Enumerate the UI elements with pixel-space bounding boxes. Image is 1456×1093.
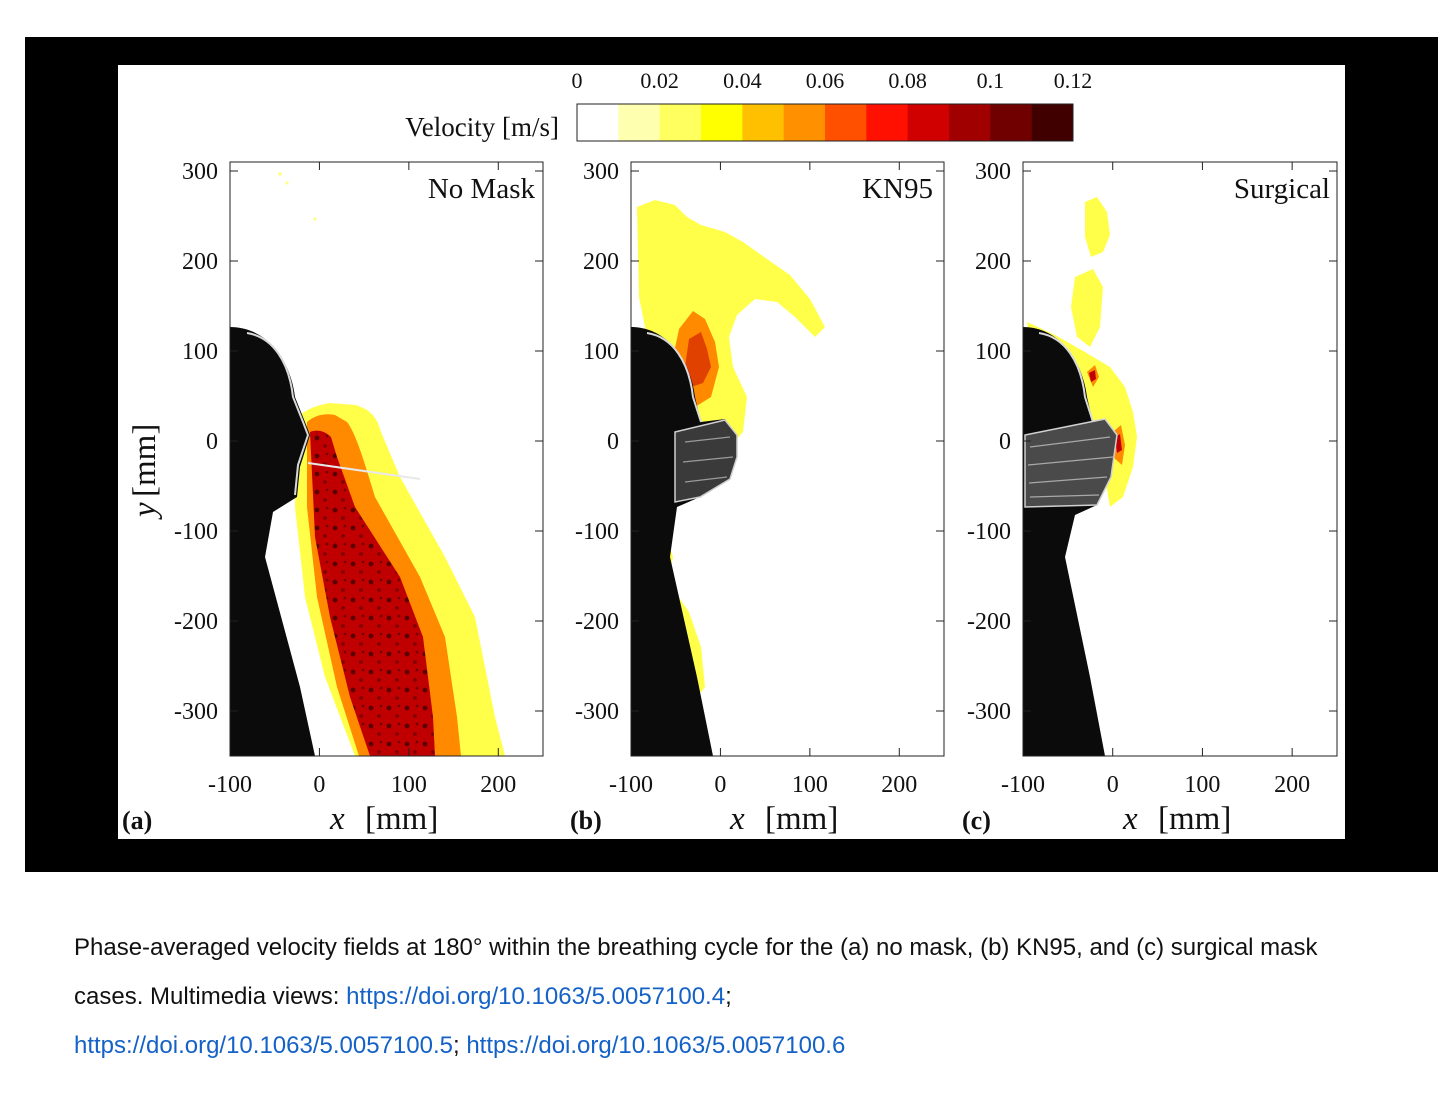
colorbar-tick-label: 0.02	[640, 68, 679, 93]
y-tick-label: -300	[575, 699, 619, 725]
x-axis-unit-c: [mm]	[1158, 801, 1231, 837]
y-tick-label: -200	[575, 609, 619, 635]
x-tick-label: 0	[313, 772, 325, 798]
y-tick-label: 300	[583, 159, 619, 185]
x-tick-label: 200	[881, 772, 917, 798]
colorbar-swatch	[701, 104, 743, 141]
colorbar: 0 0.02 0.04 0.06 0.08 0.1 0.12 Velocity [m/s]	[405, 68, 1092, 142]
multimedia-link-2[interactable]: https://doi.org/10.1063/5.0057100.5	[74, 1032, 453, 1059]
panel-b-letter: (b)	[570, 806, 602, 835]
colorbar-swatch	[783, 104, 826, 141]
colorbar-swatch	[618, 104, 661, 141]
y-axis-var: y	[127, 502, 163, 520]
colorbar-tick-label: 0.06	[806, 68, 845, 93]
face-edge-a	[246, 332, 310, 496]
x-tick-label: 200	[1274, 772, 1310, 798]
plume-red-b	[685, 332, 711, 387]
panel-no-mask: No Mask (a) x [mm] y [mm]	[122, 161, 544, 837]
x-tick-label: 0	[714, 772, 726, 798]
panel-b-title: KN95	[862, 173, 933, 205]
x-tick-label: 200	[480, 772, 516, 798]
x-axis-var-a: x	[329, 801, 345, 837]
face-edge-b	[646, 332, 702, 423]
plume-red-c	[1089, 370, 1096, 382]
mic-line-a	[307, 462, 421, 480]
colorbar-swatch	[990, 104, 1033, 141]
colorbar-frame	[576, 103, 1074, 142]
colorbar-label: Velocity [m/s]	[405, 112, 559, 142]
y-tick-label: 100	[182, 339, 218, 365]
y-tick-label: -100	[967, 519, 1011, 545]
y-tick-label: 100	[583, 339, 619, 365]
panel-c-frame	[1022, 161, 1338, 757]
colorbar-tick-label: 0.04	[723, 68, 762, 93]
panel-a-letter: (a)	[122, 806, 152, 835]
figure-caption: Phase-averaged velocity fields at 180° w…	[74, 923, 1374, 1070]
y-tick-label: 300	[975, 159, 1011, 185]
y-tick-label: -200	[174, 609, 218, 635]
y-tick-label: -100	[174, 519, 218, 545]
panel-a-frame	[229, 161, 544, 757]
surgical-mask-c	[1024, 418, 1118, 508]
y-tick-label: -100	[575, 519, 619, 545]
colorbar-tick-label: 0.1	[977, 68, 1005, 93]
colorbar-swatch	[907, 104, 950, 141]
colorbar-swatch	[866, 104, 909, 141]
colorbar-tick-label: 0	[572, 68, 583, 93]
x-tick-label: 100	[792, 772, 828, 798]
colorbar-swatch	[825, 104, 867, 141]
x-tick-label: 0	[1107, 772, 1119, 798]
colorbar-tick-label: 0.08	[888, 68, 927, 93]
y-tick-label: -300	[174, 699, 218, 725]
x-tick-label: 100	[1184, 772, 1220, 798]
axes-ticks: -100 0 100 200 300 200 100 0 -100 -200 -300 -100 0 10…	[174, 159, 1337, 798]
panel-surgical: Surgical (c) x [mm]	[962, 161, 1338, 837]
multimedia-link-1[interactable]: https://doi.org/10.1063/5.0057100.4	[346, 983, 726, 1010]
y-tick-label: 300	[182, 159, 218, 185]
x-tick-label: -100	[1001, 772, 1045, 798]
y-tick-label: 200	[583, 249, 619, 275]
figure-frame: 0 0.02 0.04 0.06 0.08 0.1 0.12 Velocity [m/s] …	[25, 37, 1438, 872]
colorbar-swatch	[949, 104, 991, 141]
y-tick-label: 0	[607, 429, 619, 455]
y-axis-unit: [mm]	[127, 424, 163, 497]
x-tick-label: -100	[609, 772, 653, 798]
panel-b-frame	[630, 161, 945, 757]
y-tick-label: 200	[975, 249, 1011, 275]
panel-a-title: No Mask	[428, 173, 536, 205]
y-tick-label: 100	[975, 339, 1011, 365]
plume-red-a	[310, 430, 435, 756]
x-axis-var-b: x	[729, 801, 745, 837]
x-axis-unit-b: [mm]	[765, 801, 838, 837]
colorbar-swatch	[742, 104, 785, 141]
caption-separator-1: ;	[725, 983, 732, 1010]
multimedia-link-3[interactable]: https://doi.org/10.1063/5.0057100.6	[466, 1032, 846, 1059]
colorbar-swatch	[659, 104, 702, 141]
caption-text: Phase-averaged velocity fields at 180° w…	[74, 934, 1318, 1010]
y-tick-label: -200	[967, 609, 1011, 635]
colorbar-tick-label: 0.12	[1054, 68, 1093, 93]
panel-kn95: KN95 (b) x [mm]	[570, 161, 945, 837]
colorbar-swatch	[1031, 104, 1074, 141]
y-tick-label: 200	[182, 249, 218, 275]
panel-c-title: Surgical	[1234, 173, 1330, 205]
head-silhouette-a	[230, 327, 315, 756]
colorbar-swatch	[577, 104, 619, 141]
y-tick-label: -300	[967, 699, 1011, 725]
y-tick-label: 0	[206, 429, 218, 455]
x-axis-unit-a: [mm]	[365, 801, 438, 837]
x-tick-label: 100	[391, 772, 427, 798]
x-axis-var-c: x	[1122, 801, 1138, 837]
face-edge-c	[1038, 332, 1094, 423]
panel-c-letter: (c)	[962, 806, 991, 835]
x-tick-label: -100	[208, 772, 252, 798]
caption-separator-2: ;	[452, 1032, 467, 1059]
y-tick-label: 0	[999, 429, 1011, 455]
figure-canvas: 0 0.02 0.04 0.06 0.08 0.1 0.12 Velocity [m/s] …	[118, 65, 1345, 839]
